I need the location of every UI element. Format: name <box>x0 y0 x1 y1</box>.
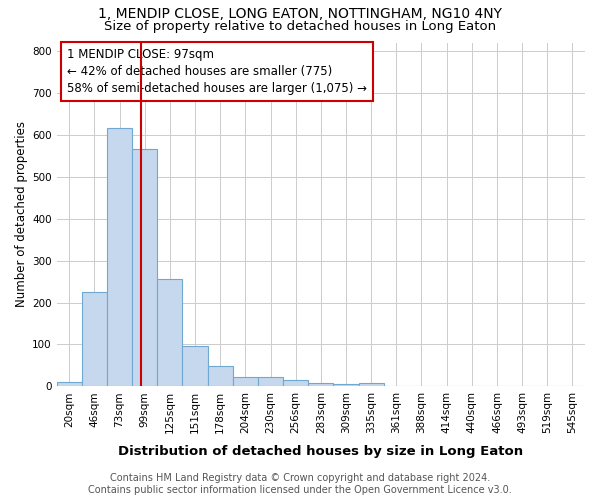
Y-axis label: Number of detached properties: Number of detached properties <box>15 122 28 308</box>
Bar <box>233 377 258 386</box>
Bar <box>334 384 359 386</box>
Bar <box>82 292 107 386</box>
Bar <box>258 377 283 386</box>
Bar <box>283 380 308 386</box>
Bar <box>107 128 132 386</box>
Bar <box>359 383 384 386</box>
Bar <box>157 280 182 386</box>
Bar <box>308 383 334 386</box>
Text: 1 MENDIP CLOSE: 97sqm
← 42% of detached houses are smaller (775)
58% of semi-det: 1 MENDIP CLOSE: 97sqm ← 42% of detached … <box>67 48 367 94</box>
Text: Size of property relative to detached houses in Long Eaton: Size of property relative to detached ho… <box>104 20 496 33</box>
Bar <box>208 366 233 386</box>
X-axis label: Distribution of detached houses by size in Long Eaton: Distribution of detached houses by size … <box>118 444 523 458</box>
Bar <box>182 346 208 387</box>
Text: Contains HM Land Registry data © Crown copyright and database right 2024.
Contai: Contains HM Land Registry data © Crown c… <box>88 474 512 495</box>
Bar <box>56 382 82 386</box>
Text: 1, MENDIP CLOSE, LONG EATON, NOTTINGHAM, NG10 4NY: 1, MENDIP CLOSE, LONG EATON, NOTTINGHAM,… <box>98 8 502 22</box>
Bar <box>132 150 157 386</box>
